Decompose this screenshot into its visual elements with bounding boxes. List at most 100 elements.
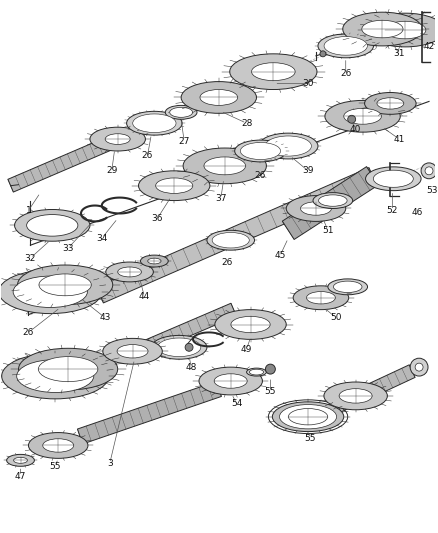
- Ellipse shape: [133, 114, 176, 133]
- Ellipse shape: [251, 63, 295, 80]
- Circle shape: [185, 343, 193, 351]
- Text: 55: 55: [49, 462, 61, 471]
- Circle shape: [265, 364, 276, 374]
- Ellipse shape: [14, 209, 90, 241]
- Ellipse shape: [373, 170, 413, 187]
- Circle shape: [320, 51, 326, 57]
- Ellipse shape: [328, 279, 367, 295]
- Text: 37: 37: [215, 194, 226, 203]
- Ellipse shape: [155, 178, 193, 193]
- Text: 48: 48: [185, 362, 197, 372]
- Text: 52: 52: [387, 206, 398, 215]
- Ellipse shape: [39, 357, 98, 382]
- Text: 55: 55: [265, 387, 276, 397]
- Ellipse shape: [18, 348, 118, 390]
- Ellipse shape: [212, 232, 249, 248]
- Ellipse shape: [0, 270, 102, 313]
- Ellipse shape: [90, 127, 145, 151]
- Ellipse shape: [117, 344, 148, 358]
- Ellipse shape: [207, 230, 254, 250]
- Circle shape: [425, 167, 433, 175]
- Polygon shape: [78, 382, 221, 444]
- Text: 26: 26: [340, 69, 351, 78]
- Text: 3: 3: [107, 459, 113, 468]
- Ellipse shape: [183, 148, 266, 184]
- Ellipse shape: [43, 439, 74, 452]
- Polygon shape: [127, 303, 237, 361]
- Text: 31: 31: [393, 50, 405, 58]
- Ellipse shape: [272, 402, 344, 432]
- Circle shape: [348, 115, 356, 123]
- Ellipse shape: [366, 13, 438, 47]
- Ellipse shape: [200, 90, 238, 106]
- Ellipse shape: [362, 20, 403, 38]
- Text: 33: 33: [62, 244, 74, 253]
- Ellipse shape: [106, 262, 153, 282]
- Text: 26: 26: [221, 257, 233, 266]
- Ellipse shape: [377, 98, 404, 109]
- Ellipse shape: [18, 265, 113, 305]
- Text: 54: 54: [231, 399, 242, 408]
- Ellipse shape: [148, 258, 161, 264]
- Ellipse shape: [204, 157, 246, 175]
- Ellipse shape: [17, 360, 94, 392]
- Text: 40: 40: [350, 125, 361, 134]
- Ellipse shape: [324, 37, 367, 55]
- Polygon shape: [96, 167, 376, 303]
- Ellipse shape: [325, 100, 400, 132]
- Ellipse shape: [141, 255, 168, 267]
- Ellipse shape: [279, 405, 337, 429]
- Circle shape: [415, 363, 423, 371]
- Text: 43: 43: [99, 313, 110, 322]
- Ellipse shape: [385, 21, 426, 39]
- Ellipse shape: [152, 335, 207, 359]
- Text: 34: 34: [96, 234, 107, 243]
- Ellipse shape: [307, 292, 336, 304]
- Ellipse shape: [265, 136, 311, 156]
- Ellipse shape: [39, 274, 91, 296]
- Ellipse shape: [230, 54, 317, 90]
- Text: 1: 1: [25, 206, 32, 215]
- Ellipse shape: [14, 457, 28, 463]
- Ellipse shape: [333, 281, 362, 293]
- Ellipse shape: [293, 286, 349, 310]
- Text: 46: 46: [411, 208, 423, 217]
- Ellipse shape: [2, 353, 109, 399]
- Polygon shape: [335, 365, 415, 412]
- Ellipse shape: [339, 389, 372, 403]
- Ellipse shape: [247, 368, 266, 376]
- Ellipse shape: [366, 167, 421, 191]
- Text: 32: 32: [25, 254, 36, 263]
- Ellipse shape: [118, 267, 141, 277]
- Ellipse shape: [231, 316, 270, 333]
- Ellipse shape: [288, 408, 328, 425]
- Polygon shape: [283, 167, 378, 239]
- Ellipse shape: [313, 192, 353, 208]
- Text: 44: 44: [139, 292, 150, 301]
- Text: 51: 51: [322, 226, 334, 235]
- Ellipse shape: [199, 367, 262, 395]
- Ellipse shape: [138, 171, 210, 200]
- Ellipse shape: [318, 195, 347, 206]
- Text: 47: 47: [15, 472, 26, 481]
- Text: 29: 29: [106, 166, 117, 175]
- Ellipse shape: [181, 82, 257, 114]
- Ellipse shape: [28, 433, 88, 458]
- Text: 55: 55: [304, 434, 316, 443]
- Text: 39: 39: [302, 166, 314, 175]
- Text: 49: 49: [241, 345, 252, 354]
- Ellipse shape: [7, 455, 35, 466]
- Ellipse shape: [13, 276, 88, 308]
- Ellipse shape: [286, 196, 346, 221]
- Ellipse shape: [27, 215, 78, 236]
- Text: 45: 45: [275, 251, 286, 260]
- Ellipse shape: [300, 202, 332, 215]
- Ellipse shape: [318, 34, 374, 58]
- Ellipse shape: [240, 142, 281, 159]
- Circle shape: [410, 358, 428, 376]
- Polygon shape: [8, 135, 117, 192]
- Ellipse shape: [215, 310, 286, 340]
- Ellipse shape: [343, 12, 422, 46]
- Text: 26: 26: [255, 171, 266, 180]
- Ellipse shape: [170, 107, 193, 117]
